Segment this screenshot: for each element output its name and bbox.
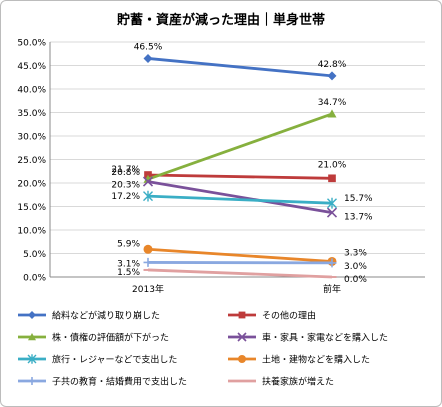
y-tick-label: 45.0% (17, 62, 46, 72)
legend-label: 給料などが減り取り崩した (52, 310, 160, 322)
data-point (327, 109, 337, 118)
y-tick-label: 40.0% (17, 86, 46, 96)
data-label: 0.0% (344, 275, 367, 285)
data-label: 34.7% (318, 98, 347, 108)
data-label: 46.5% (134, 42, 163, 52)
series-line-4 (147, 180, 333, 214)
y-tick-label: 15.0% (17, 203, 46, 213)
series-line-1 (147, 57, 333, 78)
legend-label: 扶養家族が増えた (262, 376, 334, 388)
legend-marker (238, 355, 246, 363)
y-tick-label: 10.0% (17, 227, 46, 237)
data-label: 1.5% (117, 268, 140, 278)
y-tick-label: 50.0% (17, 39, 46, 49)
x-tick-label: 2013年 (132, 283, 164, 295)
data-point (327, 71, 337, 81)
legend-marker (28, 311, 36, 319)
data-label: 3.3% (344, 248, 367, 258)
data-label: 20.8% (111, 168, 140, 178)
data-point (143, 190, 153, 202)
chart-title: 貯蓄・資産が減った理由｜単身世帯 (116, 13, 325, 28)
legend-label: 株・債権の評価額が下がった (52, 332, 169, 344)
data-point (143, 53, 153, 63)
data-point (143, 244, 153, 254)
data-label: 20.3% (111, 181, 140, 191)
y-tick-label: 5.0% (23, 250, 46, 260)
data-label: 3.1% (117, 259, 140, 269)
x-tick-label: 前年 (323, 283, 341, 295)
data-label: 15.7% (344, 194, 373, 204)
series-line-8 (147, 268, 333, 279)
legend-marker (237, 332, 247, 342)
y-tick-label: 0.0% (23, 274, 46, 284)
y-tick-label: 35.0% (17, 109, 46, 119)
series-line-3 (147, 112, 333, 181)
legend-label: その他の理由 (262, 310, 316, 322)
data-point (327, 197, 337, 209)
series-line-5 (147, 194, 333, 205)
legend-label: 子共の教育・結婚費用で支出した (52, 376, 187, 388)
series-line-2 (147, 173, 333, 180)
y-tick-label: 30.0% (17, 133, 46, 143)
data-label: 17.2% (111, 192, 140, 202)
legend-marker (28, 377, 36, 385)
legend-marker (238, 311, 246, 319)
data-point (143, 257, 153, 267)
y-tick-label: 20.0% (17, 180, 46, 190)
y-tick-label: 25.0% (17, 156, 46, 166)
data-point (328, 174, 336, 183)
series-line-6 (147, 247, 333, 263)
data-label: 21.7% (111, 165, 140, 175)
data-point (327, 258, 337, 268)
data-label: 21.0% (318, 160, 347, 170)
legend-label: 旅行・レジャーなどで支出した (52, 354, 177, 366)
legend-label: 土地・建物などを購入した (262, 354, 370, 366)
data-label: 42.8% (318, 60, 347, 70)
data-point (142, 176, 154, 187)
data-label: 3.0% (344, 262, 367, 272)
data-label: 5.9% (117, 239, 140, 249)
legend-label: 車・家具・家電などを購入した (262, 332, 388, 344)
data-point (326, 207, 338, 218)
data-label: 13.7% (344, 213, 373, 223)
legend-marker (27, 354, 37, 364)
legend-marker (28, 333, 36, 341)
